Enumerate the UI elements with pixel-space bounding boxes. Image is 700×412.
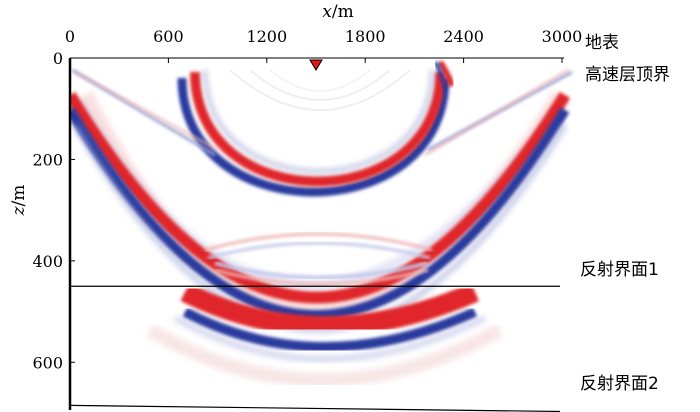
interface-label-4: 反射界面2	[580, 374, 659, 394]
reflector-line-4	[69, 404, 561, 412]
z-axis-unit: m	[9, 185, 29, 201]
x-tick-label: 1800	[345, 27, 386, 46]
z-axis-slash: /	[9, 200, 29, 206]
z-axis-variable: z	[9, 205, 29, 216]
x-axis-variable: x	[322, 2, 332, 22]
x-tick-label: 3000	[542, 27, 583, 46]
x-axis-slash: /	[332, 2, 338, 22]
z-axis-title: z/m	[9, 185, 29, 217]
interface-label-2: 高速层顶界	[585, 65, 670, 85]
wavefield-snapshot	[70, 60, 573, 387]
x-axis-unit: m	[338, 2, 354, 22]
z-tick-label: 200	[32, 150, 63, 169]
x-axis-title: x/m	[322, 2, 353, 22]
x-tick-label: 600	[153, 27, 184, 46]
z-tick-label: 0	[53, 49, 63, 68]
z-tick-label: 400	[32, 252, 63, 271]
x-tick-label: 0	[65, 27, 75, 46]
z-tick-label: 600	[32, 353, 63, 372]
interface-label-3: 反射界面1	[580, 260, 659, 280]
x-tick-label: 2400	[443, 27, 484, 46]
x-tick-label: 1200	[246, 27, 287, 46]
source-marker	[309, 59, 323, 71]
interface-label-1: 地表	[585, 33, 619, 53]
